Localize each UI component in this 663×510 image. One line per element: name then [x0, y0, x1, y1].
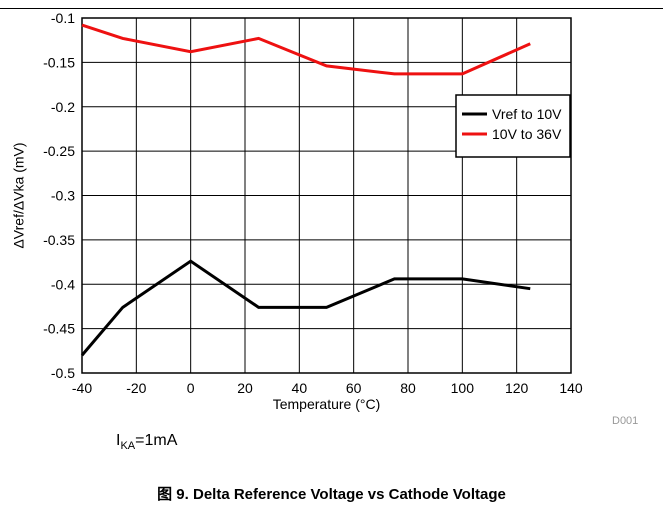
line-chart: -40 -20 0 20 40 60 80 100 120 140 -0.1-0.15-0.2-0… — [11, 10, 583, 412]
x-tick-label: 20 — [237, 380, 253, 396]
legend-box — [455, 94, 571, 158]
series-line-2 — [81, 23, 531, 76]
x-axis-title: Temperature (°C) — [273, 396, 381, 412]
x-tick-label: 80 — [400, 380, 416, 396]
series-line-1 — [80, 259, 531, 357]
condition-base: I — [116, 432, 121, 449]
condition-value: =1mA — [135, 432, 178, 449]
y-tick-label: -0.4 — [51, 276, 75, 292]
grid — [82, 18, 571, 373]
y-tick-label: -0.15 — [43, 54, 75, 70]
y-tick-label: -0.45 — [43, 321, 75, 337]
y-tick-label: -0.2 — [51, 99, 75, 115]
plot-frame — [81, 17, 572, 374]
x-tick-label: -40 — [72, 380, 92, 396]
y-tick-label: -0.25 — [43, 143, 75, 159]
condition-subscript: KA — [120, 440, 136, 453]
legend: Vref to 10V 10V to 36V — [455, 94, 571, 158]
x-tick-label: 40 — [292, 380, 308, 396]
series-layer — [80, 23, 531, 357]
top-rule — [0, 8, 663, 9]
x-tick-label: 120 — [505, 380, 529, 396]
x-tick-label: -20 — [126, 380, 146, 396]
legend-label: Vref to 10V — [492, 106, 562, 122]
y-axis-title: ΔVref/ΔVka (mV) — [11, 142, 27, 248]
y-tick-label: -0.1 — [51, 10, 75, 26]
y-tick-label: -0.3 — [51, 188, 75, 204]
y-tick-label: -0.5 — [51, 365, 75, 381]
x-tick-labels: -40 -20 0 20 40 60 80 100 120 140 — [72, 380, 583, 396]
y-tick-labels: -0.1 -0.15 -0.2 -0.25 -0.3 -0.35 -0.4 -0.45 -0.5 — [43, 10, 75, 381]
y-tick-label: -0.35 — [43, 232, 75, 248]
x-tick-label: 100 — [451, 380, 475, 396]
x-tick-label: 140 — [559, 380, 583, 396]
legend-label: 10V to 36V — [492, 126, 562, 142]
figure-caption: 图 9. Delta Reference Voltage vs Cathode … — [157, 486, 506, 503]
x-tick-label: 60 — [346, 380, 362, 396]
x-tick-label: 0 — [187, 380, 195, 396]
figure-code: D001 — [612, 415, 639, 427]
test-condition: IKA=1mA — [116, 432, 177, 452]
